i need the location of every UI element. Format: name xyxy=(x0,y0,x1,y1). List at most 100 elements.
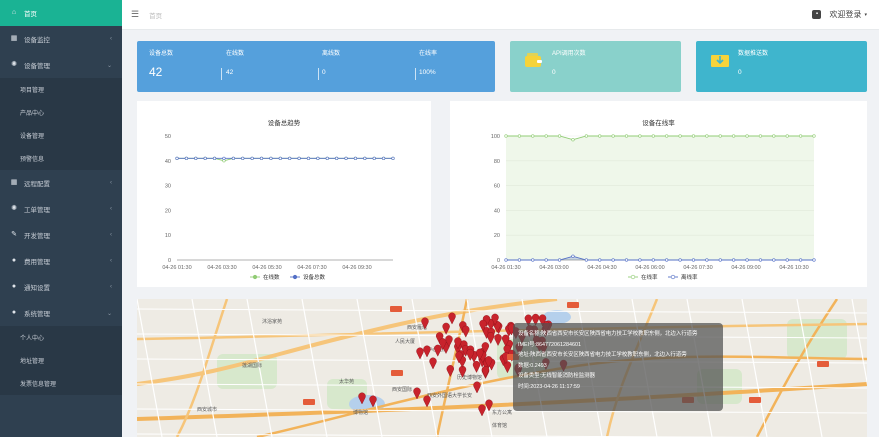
map-canvas[interactable]: 沐浴家苑人民大厦西安雁塔中心医院莲湖国际太华苑西安国际博物馆西安外国语大学长安体… xyxy=(137,299,867,437)
sidebar: ⌂ 首页 ▦ 设备监控 ‹ ✺ 设备管理 ⌄ 项目管理 产品中心 设备管理 预警信息 ▦ 远程配置 ‹ ✺ 工单… xyxy=(0,0,122,437)
data-point xyxy=(651,134,655,138)
sidebar-item-label: 费用管理 xyxy=(24,259,50,266)
route-shield xyxy=(391,370,403,376)
sidebar-subitem[interactable]: 设备管理 xyxy=(20,134,45,140)
route-shield xyxy=(303,399,315,405)
sidebar-item-3[interactable]: ▦ 远程配置 ‹ xyxy=(0,170,122,196)
data-point xyxy=(544,258,548,262)
user-icon: ● xyxy=(11,309,17,316)
data-point xyxy=(531,258,535,262)
sidebar-item-label: 系统管理 xyxy=(24,311,50,318)
data-point xyxy=(184,156,188,160)
sidebar-item-7[interactable]: ● 通知设置 ‹ xyxy=(0,274,122,300)
sidebar-item-5[interactable]: ✎ 开发管理 ‹ xyxy=(0,222,122,248)
sidebar-subitem[interactable]: 地址管理 xyxy=(20,359,45,365)
map-place-label: 人民大厦 xyxy=(395,338,415,345)
device-marker xyxy=(455,351,463,364)
data-point xyxy=(212,156,217,160)
map-place-label: 东方公寓 xyxy=(492,409,512,416)
data-point xyxy=(382,156,386,160)
sidebar-item-4[interactable]: ✺ 工单管理 ‹ xyxy=(0,196,122,222)
map-place-label: 太华苑 xyxy=(339,378,354,385)
device-marker xyxy=(501,334,510,347)
y-tick-label: 30 xyxy=(165,184,171,190)
data-point xyxy=(241,156,245,160)
chart-title: 设备在线率 xyxy=(642,118,675,127)
data-point xyxy=(544,134,548,138)
data-point xyxy=(785,134,789,138)
data-point xyxy=(624,134,629,138)
data-point xyxy=(718,134,722,138)
y-tick-label: 40 xyxy=(494,208,500,214)
chevron-icon: ⌄ xyxy=(106,62,112,69)
sidebar-subitem[interactable]: 项目管理 xyxy=(20,88,45,94)
data-point xyxy=(517,134,521,138)
sidebar-submenu: 个人中心地址管理发票信息管理 xyxy=(0,326,122,395)
device-marker xyxy=(413,387,421,400)
sidebar-item-2[interactable]: ✺ 设备管理 ⌄ xyxy=(0,52,122,78)
device-marker xyxy=(481,342,490,355)
legend-marker xyxy=(630,274,636,280)
data-point xyxy=(353,156,358,160)
minor-road xyxy=(137,299,163,437)
x-tick-label: 04-26 01:30 xyxy=(162,265,191,271)
sidebar-item-8[interactable]: ● 系统管理 ⌄ xyxy=(0,300,122,326)
data-point xyxy=(732,134,736,138)
data-point xyxy=(391,156,395,160)
map-place-label: 西安城市 xyxy=(197,406,217,413)
minor-road xyxy=(356,299,383,437)
data-point xyxy=(175,156,179,160)
data-point xyxy=(571,138,575,142)
data-point xyxy=(611,134,615,138)
sidebar-subitem[interactable]: 发票信息管理 xyxy=(20,382,57,388)
y-tick-label: 40 xyxy=(165,159,171,165)
menu-toggle-icon[interactable]: ☰ xyxy=(131,9,140,19)
data-point xyxy=(325,156,329,160)
data-point xyxy=(678,134,682,138)
minor-road xyxy=(301,299,328,437)
device-marker xyxy=(484,356,493,369)
minor-road xyxy=(137,408,867,414)
bag-icon[interactable]: ▪ xyxy=(812,10,822,19)
data-point xyxy=(691,134,696,138)
series-area xyxy=(506,136,814,260)
user-label[interactable]: 欢迎登录 xyxy=(829,10,862,19)
chart-title: 设备总趋势 xyxy=(268,118,301,127)
data-point xyxy=(705,134,709,138)
data-push-card: 数据推送数 0 xyxy=(696,41,867,92)
data-point xyxy=(598,134,602,138)
sidebar-subitem[interactable]: 个人中心 xyxy=(20,336,45,342)
caret-down-icon[interactable]: ▾ xyxy=(864,11,867,18)
minor-road xyxy=(137,333,867,339)
minor-road xyxy=(137,308,867,314)
data-pushes: 数据推送数 0 xyxy=(738,51,769,76)
sidebar-subitem[interactable]: 预警信息 xyxy=(20,157,45,163)
map-place-label: 西安国际 xyxy=(392,386,412,393)
y-tick-label: 100 xyxy=(491,134,500,140)
y-tick-label: 0 xyxy=(497,258,500,264)
x-tick-label: 04-26 01:30 xyxy=(491,265,520,271)
data-point xyxy=(571,254,575,258)
sidebar-submenu: 项目管理产品中心设备管理预警信息 xyxy=(0,78,122,170)
sidebar-item-0[interactable]: ⌂ 首页 xyxy=(0,0,122,26)
sidebar-item-1[interactable]: ▦ 设备监控 ‹ xyxy=(0,26,122,52)
map-place-label: 历史博物馆 xyxy=(457,374,482,381)
device-marker xyxy=(423,345,431,358)
sidebar-subitem[interactable]: 产品中心 xyxy=(20,111,45,117)
sidebar-item-6[interactable]: ● 费用管理 ‹ xyxy=(0,248,122,274)
y-tick-label: 20 xyxy=(494,233,500,239)
data-point xyxy=(250,156,254,160)
user-menu[interactable]: ▪ 欢迎登录 ▾ xyxy=(812,9,867,20)
chevron-icon: ‹ xyxy=(110,36,112,42)
data-point xyxy=(758,258,763,262)
device-marker xyxy=(446,365,454,378)
x-tick-label: 04-26 05:30 xyxy=(252,265,281,271)
breadcrumb[interactable]: 首页 xyxy=(149,12,163,20)
minor-road xyxy=(741,299,768,437)
y-tick-label: 0 xyxy=(168,258,171,264)
chevron-icon: ‹ xyxy=(110,232,112,238)
series-line xyxy=(506,135,814,141)
data-point xyxy=(705,258,709,262)
device-stats-card: 设备总数 42 在线数 42 离线数 0 在线率 100% xyxy=(137,41,495,92)
device-map[interactable]: 沐浴家苑人民大厦西安雁塔中心医院莲湖国际太华苑西安国际博物馆西安外国语大学长安体… xyxy=(137,299,867,437)
